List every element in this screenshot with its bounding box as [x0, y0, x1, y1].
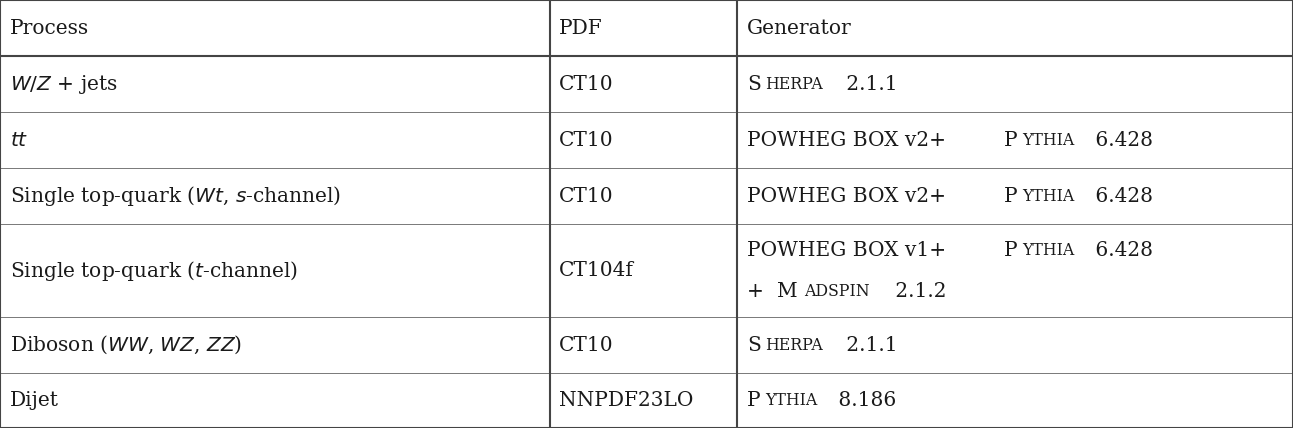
Text: Diboson ($WW$, $WZ$, $ZZ$): Diboson ($WW$, $WZ$, $ZZ$) — [10, 334, 243, 357]
Text: 8.186: 8.186 — [833, 391, 896, 410]
Text: 2.1.1: 2.1.1 — [839, 336, 897, 355]
Text: HERPA: HERPA — [765, 76, 824, 93]
Text: P: P — [1005, 187, 1018, 206]
Text: YTHIA: YTHIA — [1021, 188, 1074, 205]
Text: PDF: PDF — [559, 18, 603, 38]
Text: YTHIA: YTHIA — [1021, 242, 1074, 259]
Text: P: P — [1005, 241, 1018, 260]
Text: NNPDF23LO: NNPDF23LO — [559, 391, 693, 410]
Text: 6.428: 6.428 — [1089, 131, 1153, 150]
Text: P: P — [747, 391, 762, 410]
Text: Dijet: Dijet — [10, 391, 59, 410]
Text: ADSPIN: ADSPIN — [804, 283, 870, 300]
Text: CT10: CT10 — [559, 187, 613, 206]
Text: HERPA: HERPA — [765, 337, 824, 354]
Text: M: M — [777, 282, 798, 301]
Text: P: P — [1005, 131, 1018, 150]
Text: 2.1.2: 2.1.2 — [888, 282, 946, 301]
Text: POWHEG BOX v1+: POWHEG BOX v1+ — [747, 241, 946, 260]
Text: 6.428: 6.428 — [1089, 241, 1153, 260]
Text: S: S — [747, 336, 762, 355]
Text: YTHIA: YTHIA — [765, 392, 817, 409]
Text: YTHIA: YTHIA — [1021, 132, 1074, 149]
Text: CT10: CT10 — [559, 336, 613, 355]
Text: CT104f: CT104f — [559, 262, 634, 280]
Text: CT10: CT10 — [559, 131, 613, 150]
Text: POWHEG BOX v2+: POWHEG BOX v2+ — [747, 187, 946, 206]
Text: $tt$: $tt$ — [10, 131, 28, 150]
Text: S: S — [747, 74, 762, 94]
Text: Single top-quark ($t$-channel): Single top-quark ($t$-channel) — [10, 259, 299, 283]
Text: Process: Process — [10, 18, 89, 38]
Text: 2.1.1: 2.1.1 — [839, 74, 897, 94]
Text: POWHEG BOX v2+: POWHEG BOX v2+ — [747, 131, 946, 150]
Text: Single top-quark ($Wt$, $s$-channel): Single top-quark ($Wt$, $s$-channel) — [10, 184, 341, 208]
Text: +: + — [747, 282, 771, 301]
Text: Generator: Generator — [747, 18, 852, 38]
Text: $W/Z$ + jets: $W/Z$ + jets — [10, 73, 118, 96]
Text: 6.428: 6.428 — [1089, 187, 1153, 206]
Text: CT10: CT10 — [559, 74, 613, 94]
